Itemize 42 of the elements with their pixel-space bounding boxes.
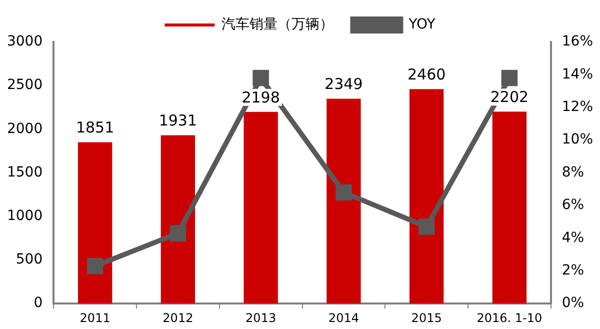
y-tick-label: 500	[16, 252, 43, 268]
x-tick-label: 2016. 1-10	[476, 310, 542, 325]
x-tick-label: 2013	[246, 310, 276, 325]
point	[86, 258, 104, 274]
y-tick-label: 1500	[6, 164, 43, 180]
y2-tick-label: 16%	[562, 34, 594, 50]
y2-tick-label: 10%	[562, 132, 594, 148]
data-label: 1851	[76, 118, 114, 137]
bar	[244, 112, 278, 304]
point	[418, 218, 435, 235]
y2-tick-label: 2%	[562, 262, 584, 279]
bar	[326, 98, 361, 304]
y2-tick-label: 0%	[562, 295, 584, 312]
bar	[492, 112, 527, 304]
y2-tick-label: 12%	[562, 99, 594, 116]
y2-tick-label: 8%	[562, 164, 584, 180]
data-label: 2198	[242, 88, 280, 106]
data-label: 1931	[158, 112, 198, 130]
x-tick-label: 2012	[162, 310, 194, 325]
bar	[78, 142, 112, 304]
data-label: 2460	[407, 65, 446, 84]
bar	[409, 89, 444, 304]
point	[501, 70, 518, 86]
legend-label: 汽车销量（万辆）	[222, 16, 334, 33]
point	[252, 70, 269, 86]
y-tick-label: 1000	[6, 208, 43, 224]
bar	[160, 135, 196, 304]
legend-label: YOY	[408, 16, 436, 33]
x-tick-label: 2014	[328, 310, 359, 325]
y2-tick-label: 4%	[562, 230, 584, 246]
y2-tick-label: 14%	[562, 66, 594, 82]
data-label: 2349	[324, 75, 363, 94]
y-tick-label: 3000	[6, 34, 43, 50]
point	[336, 184, 352, 201]
x-tick-label: 2015	[411, 310, 442, 325]
point	[170, 225, 186, 242]
y-tick-label: 2000	[6, 120, 43, 137]
data-label: 2202	[490, 88, 529, 106]
y-tick-label: 0	[34, 295, 43, 312]
y-tick-label: 2500	[6, 77, 43, 94]
x-tick-label: 2011	[80, 310, 110, 325]
y2-tick-label: 6%	[562, 197, 584, 214]
